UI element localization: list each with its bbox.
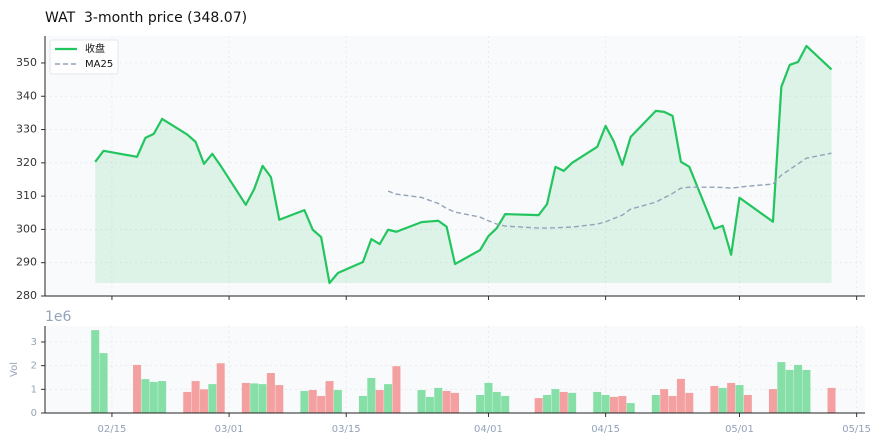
volume-bar	[601, 395, 610, 413]
volume-bar	[735, 385, 744, 413]
y-tick-label: 290	[16, 256, 37, 269]
volume-bar	[149, 381, 158, 413]
volume-bar	[827, 387, 836, 413]
volume-bar	[99, 353, 108, 413]
volume-bar	[451, 392, 459, 413]
volume-bar	[358, 395, 367, 413]
volume-bar	[199, 389, 208, 413]
x-tick-label: 02/15	[98, 424, 127, 435]
volume-bar	[568, 392, 577, 413]
y-tick-label: 330	[16, 123, 37, 136]
volume-bar	[442, 390, 451, 413]
volume-bar	[484, 382, 493, 413]
volume-bar	[183, 391, 192, 413]
volume-bar	[133, 364, 142, 413]
volume-bar	[158, 381, 167, 413]
volume-bar	[534, 398, 543, 413]
y-tick-label: 2	[31, 361, 37, 372]
volume-bar	[91, 330, 100, 413]
volume-bar	[425, 396, 434, 413]
volume-bar	[718, 387, 727, 413]
x-tick-label: 03/01	[215, 424, 244, 435]
x-tick-label: 04/15	[591, 424, 620, 435]
y-tick-label: 320	[16, 156, 37, 169]
volume-bar	[492, 391, 501, 413]
volume-bar	[785, 369, 794, 413]
y-tick-label: 300	[16, 222, 37, 235]
volume-bar	[768, 389, 777, 413]
volume-bar	[501, 395, 510, 413]
volume-bar	[559, 391, 568, 413]
volume-bar	[626, 403, 635, 413]
y-tick-label: 280	[16, 289, 37, 302]
volume-bar	[208, 384, 217, 413]
volume-bar	[216, 363, 225, 413]
area	[95, 45, 832, 284]
volume-bar	[333, 390, 342, 413]
legend-label: MA25	[85, 59, 113, 70]
volume-bar	[476, 395, 485, 413]
volume-bar	[743, 395, 752, 413]
y-tick-label: 1	[31, 384, 37, 395]
y-tick-label: 350	[16, 56, 37, 69]
volume-bar	[258, 384, 267, 413]
volume-bar	[660, 389, 669, 413]
y-tick-label: 0	[31, 408, 37, 419]
volume-bar	[417, 390, 426, 413]
volume-bar	[651, 395, 660, 413]
volume-bar	[551, 389, 560, 413]
volume-bar	[300, 390, 309, 413]
volume-bar	[275, 385, 284, 413]
volume-bar	[250, 383, 259, 413]
chart-title: WAT 3-month price (348.07)	[45, 10, 247, 26]
volume-bar	[802, 369, 811, 413]
y-axis-label: Vol	[9, 362, 20, 377]
volume-bar	[367, 377, 376, 413]
volume-bar	[191, 381, 200, 413]
volume-bar	[593, 391, 602, 413]
volume-bar	[676, 378, 685, 413]
volume-bar	[618, 395, 627, 413]
x-tick-label: 05/01	[725, 424, 754, 435]
volume-bar	[241, 382, 250, 413]
plot-background	[45, 36, 865, 296]
line	[387, 152, 832, 229]
x-tick-label: 03/15	[332, 424, 361, 435]
line	[94, 44, 833, 285]
volume-bar	[141, 379, 150, 413]
volume-bar	[434, 387, 443, 413]
x-tick-label: 05/15	[842, 424, 871, 435]
volume-bar	[543, 395, 552, 413]
volume-bar	[668, 395, 677, 413]
y-tick-label: 340	[16, 89, 37, 102]
volume-bar	[685, 392, 694, 413]
volume-bar	[392, 366, 401, 413]
volume-bar	[777, 362, 786, 413]
volume-bar	[375, 390, 384, 413]
y-tick-label: 310	[16, 189, 37, 202]
volume-bar	[710, 386, 719, 413]
volume-bar	[727, 382, 736, 413]
volume-bar	[384, 384, 393, 413]
y-tick-label: 3	[31, 337, 37, 348]
volume-bar	[609, 396, 618, 413]
offset-label: 1e6	[45, 309, 72, 325]
volume-bar	[317, 395, 326, 413]
volume-bar	[794, 364, 803, 413]
x-tick-label: 04/01	[474, 424, 503, 435]
volume-bar	[266, 372, 275, 413]
legend-label: 收盘	[85, 42, 105, 55]
volume-bar	[308, 390, 317, 413]
volume-bar	[325, 381, 334, 413]
